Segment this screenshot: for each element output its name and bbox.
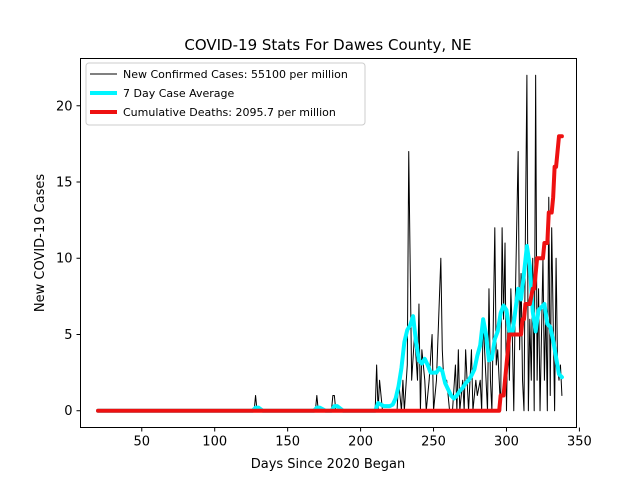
series-layer [96, 74, 564, 413]
legend: New Confirmed Cases: 55100 per million 7 … [85, 62, 366, 126]
x-tick-label: 250 [421, 435, 446, 450]
y-tick-label: 20 [56, 99, 73, 114]
x-tick-label: 100 [202, 435, 227, 450]
x-tick-label: 300 [494, 435, 519, 450]
legend-entry-new-cases: New Confirmed Cases: 55100 per million [90, 68, 348, 81]
legend-entry-cumulative-deaths: Cumulative Deaths: 2095.7 per million [90, 106, 336, 119]
x-axis-label: Days Since 2020 Began [251, 457, 406, 472]
x-tick-label: 150 [275, 435, 300, 450]
x-tick-label: 350 [567, 435, 592, 450]
legend-label: New Confirmed Cases: 55100 per million [123, 68, 348, 81]
y-tick-label: 5 [64, 328, 72, 343]
y-tick-label: 10 [56, 252, 73, 267]
y-tick-label: 15 [56, 176, 73, 191]
y-axis-label: New COVID-19 Cases [33, 174, 48, 312]
y-tick-label: 0 [64, 404, 72, 419]
legend-label: 7 Day Case Average [123, 87, 235, 100]
chart-title: COVID-19 Stats For Dawes County, NE [184, 36, 471, 54]
x-tick-label: 50 [133, 435, 150, 450]
cumulative-deaths-line [96, 134, 564, 413]
legend-label: Cumulative Deaths: 2095.7 per million [123, 106, 336, 119]
legend-entry-seven-day-average: 7 Day Case Average [90, 87, 235, 100]
x-tick-label: 200 [348, 435, 373, 450]
y-axis: 0 5 10 15 20 [56, 99, 81, 419]
x-axis: 50 100 150 200 250 300 350 [133, 427, 592, 450]
legend-entries: New Confirmed Cases: 55100 per million 7 … [90, 68, 348, 119]
legend-box [85, 62, 366, 126]
